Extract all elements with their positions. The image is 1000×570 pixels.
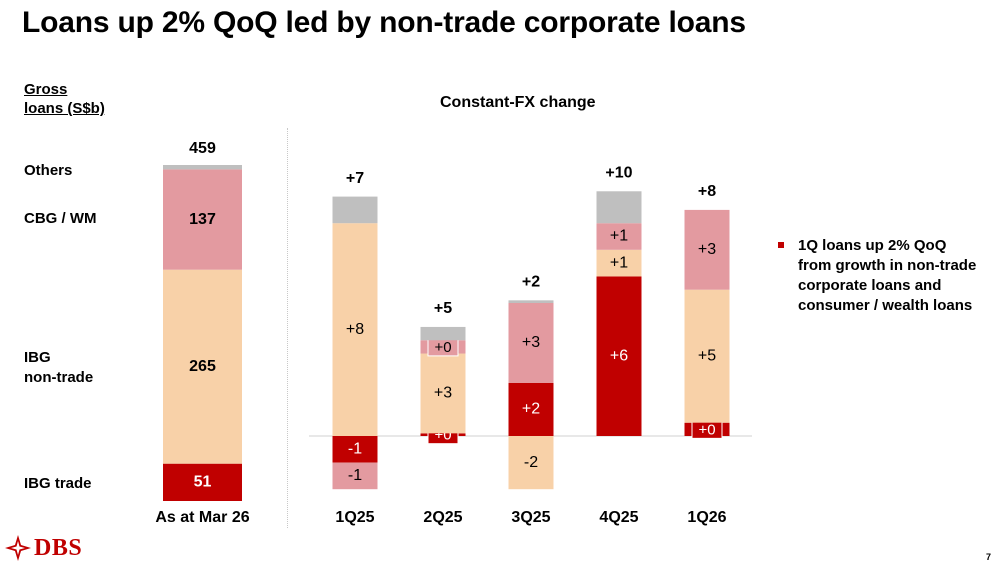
- key-takeaway: 1Q loans up 2% QoQ from growth in non-tr…: [778, 236, 983, 316]
- page-title: Loans up 2% QoQ led by non-trade corpora…: [22, 6, 746, 39]
- data-label-stock-ibg-trade: 51: [194, 474, 212, 491]
- total-label-4q25: +10: [605, 164, 632, 181]
- total-label-1q26: +8: [698, 183, 716, 200]
- bar-4q25-cbg-wm: [596, 223, 642, 250]
- bar-3q25-ibg-trade: [508, 382, 554, 436]
- bar-stock-others: [163, 165, 242, 170]
- bar-1q26-ibg-non-trade: [684, 289, 730, 423]
- dbs-logo-text: DBS: [34, 534, 83, 561]
- bar-2q25-others: [420, 326, 466, 341]
- data-label-3q25-cbg-wm: +3: [522, 334, 540, 351]
- data-label-1q25-ibg-trade: -1: [348, 441, 362, 458]
- page-number: 7: [986, 552, 992, 562]
- data-label-3q25-ibg-non-trade: -2: [524, 454, 538, 471]
- panel-divider: [287, 128, 288, 528]
- total-label-1q25: +7: [346, 170, 364, 187]
- bar-1q25-cbg-wm: [332, 462, 378, 490]
- unit-label: Gross loans (S$b): [24, 81, 105, 117]
- bar-stock-ibg-non-trade: [163, 269, 242, 464]
- bar-1q25-ibg-non-trade: [332, 223, 378, 436]
- segment-label-ibg-non-trade: IBG non-trade: [24, 349, 94, 386]
- data-label-stock-cbg-wm: 137: [189, 211, 216, 228]
- x-tick-1q26: 1Q26: [687, 509, 726, 526]
- x-tick-2q25: 2Q25: [423, 509, 462, 526]
- data-label-2q25-cbg-wm: +0: [434, 339, 451, 356]
- total-label-stock: 459: [189, 140, 216, 157]
- data-label-3q25-ibg-trade: +2: [522, 401, 540, 418]
- bar-3q25-others: [508, 300, 554, 303]
- bar-4q25-others: [596, 191, 642, 224]
- bar-stock-cbg-wm: [163, 169, 242, 270]
- bar-3q25-cbg-wm: [508, 303, 554, 383]
- constant-fx-label: Constant-FX change: [440, 94, 596, 111]
- data-label-2q25-ibg-non-trade: +3: [434, 385, 452, 402]
- data-label-4q25-ibg-trade: +6: [610, 347, 628, 364]
- bar-4q25-ibg-trade: [596, 276, 642, 436]
- x-tick-as-at-mar-26: As at Mar 26: [155, 509, 249, 526]
- bar-1q26-cbg-wm: [684, 209, 730, 290]
- bar-1q25-others: [332, 196, 378, 224]
- bullet-square-icon: [778, 242, 784, 248]
- bar-4q25-ibg-non-trade: [596, 249, 642, 277]
- x-tick-1q25: 1Q25: [335, 509, 374, 526]
- data-label-1q26-ibg-non-trade: +5: [698, 347, 716, 364]
- data-label-4q25-ibg-non-trade: +1: [610, 254, 628, 271]
- key-takeaway-text: 1Q loans up 2% QoQ from growth in non-tr…: [798, 237, 977, 314]
- x-tick-4q25: 4Q25: [599, 509, 638, 526]
- bar-3q25-ibg-non-trade: [508, 436, 554, 490]
- segment-label-others: Others: [24, 162, 73, 179]
- data-label-4q25-cbg-wm: +1: [610, 228, 628, 245]
- total-label-3q25: +2: [522, 274, 540, 291]
- x-tick-3q25: 3Q25: [511, 509, 550, 526]
- data-label-1q25-ibg-non-trade: +8: [346, 321, 364, 338]
- segment-label-cbg-wm: CBG / WM: [24, 210, 97, 227]
- data-label-1q26-cbg-wm: +3: [698, 241, 716, 258]
- dbs-logo: DBS: [4, 532, 82, 564]
- total-label-2q25: +5: [434, 300, 452, 317]
- dbs-star-icon: [5, 535, 31, 561]
- data-label-1q25-cbg-wm: -1: [348, 467, 362, 484]
- data-label-1q26-ibg-trade: +0: [698, 421, 715, 438]
- data-label-stock-ibg-non-trade: 265: [189, 358, 216, 375]
- bar-stock-ibg-trade: [163, 463, 242, 501]
- bar-1q25-ibg-trade: [332, 436, 378, 463]
- bar-2q25-ibg-non-trade: [420, 353, 466, 434]
- segment-label-ibg-trade: IBG trade: [24, 475, 92, 492]
